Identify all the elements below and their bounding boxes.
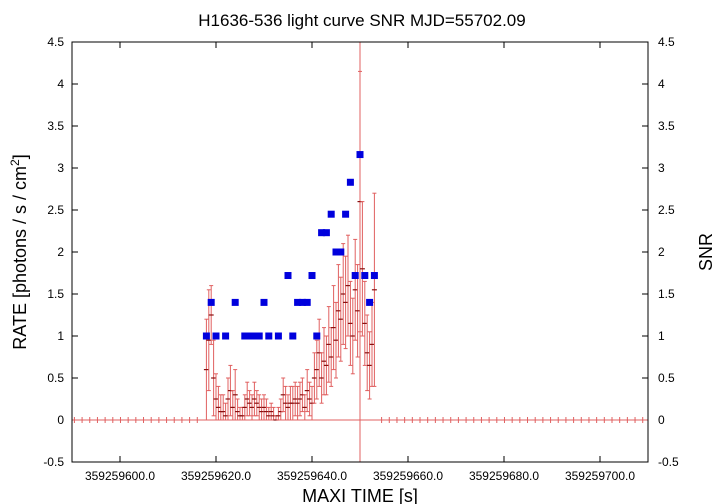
y2-tick-label: -0.5 (658, 455, 679, 469)
snr-point (255, 332, 263, 340)
snr-point (313, 332, 321, 340)
x-tick-label: 359259600.0 (85, 469, 155, 483)
snr-point (241, 332, 249, 340)
snr-point (346, 178, 354, 186)
x-tick-label: 359259700.0 (565, 469, 635, 483)
y2-tick-label: 1.5 (658, 287, 675, 301)
snr-point (289, 332, 297, 340)
y-tick-label: 1.5 (47, 287, 64, 301)
snr-point (202, 332, 210, 340)
y2-tick-label: 1 (658, 329, 665, 343)
y2-tick-label: 4 (658, 77, 665, 91)
snr-point (231, 298, 239, 306)
snr-point (207, 298, 215, 306)
snr-point (274, 332, 282, 340)
y-tick-label: 3 (57, 161, 64, 175)
y2-tick-label: 3.5 (658, 119, 675, 133)
snr-point (361, 272, 369, 280)
y2-tick-label: 4.5 (658, 35, 675, 49)
x-axis-label: MAXI TIME [s] (302, 486, 418, 504)
snr-point (327, 210, 335, 218)
snr-point (212, 332, 220, 340)
y-tick-label: 4 (57, 77, 64, 91)
tick-labels: -0.5 -0.5 0 0 0.5 0.5 1 1 1.5 1.5 2 2 2.5 2.5 3 3 3.5 3.5… (43, 35, 679, 483)
snr-point (284, 272, 292, 280)
y2-axis-label: SNR (696, 233, 716, 271)
y-tick-label: 4.5 (47, 35, 64, 49)
x-tick-label: 359259660.0 (373, 469, 443, 483)
y-tick-label: 1 (57, 329, 64, 343)
x-tick-label: 359259640.0 (277, 469, 347, 483)
y-tick-label: 0.5 (47, 371, 64, 385)
y2-tick-label: 0.5 (658, 371, 675, 385)
y-tick-label: -0.5 (43, 455, 64, 469)
snr-point (342, 210, 350, 218)
snr-point (366, 298, 374, 306)
y2-tick-label: 0 (658, 413, 665, 427)
snr-point (222, 332, 230, 340)
y-axis-label-sup: 2 (8, 159, 22, 166)
y2-tick-label: 2 (658, 245, 665, 259)
snr-point (332, 248, 340, 256)
snr-point (356, 151, 364, 159)
snr-point (322, 229, 330, 237)
y2-tick-label: 2.5 (658, 203, 675, 217)
plot-ticks (72, 41, 648, 463)
x-tick-label: 359259680.0 (469, 469, 539, 483)
chart-title: H1636-536 light curve SNR MJD=55702.09 (198, 11, 525, 30)
snr-point (303, 298, 311, 306)
y-axis-label: RATE [photons / s / cm2] (8, 154, 30, 349)
plot-frame (71, 41, 649, 463)
snr-point (308, 272, 316, 280)
snr-series (202, 151, 378, 340)
snr-point (370, 272, 378, 280)
snr-point (337, 248, 345, 256)
y-tick-label: 0 (57, 413, 64, 427)
snr-point (265, 332, 273, 340)
snr-point (250, 332, 258, 340)
y2-tick-label: 3 (658, 161, 665, 175)
y-axis-label-main: RATE [photons / s / cm (10, 166, 30, 350)
rate-series (72, 70, 648, 423)
y-axis-label-close: ] (10, 154, 30, 159)
snr-point (298, 298, 306, 306)
y-tick-label: 2.5 (47, 203, 64, 217)
x-tick-label: 359259620.0 (181, 469, 251, 483)
snr-point (260, 298, 268, 306)
snr-point (318, 229, 326, 237)
y-tick-label: 3.5 (47, 119, 64, 133)
snr-point (246, 332, 254, 340)
snr-point (351, 272, 359, 280)
y-tick-label: 2 (57, 245, 64, 259)
snr-point (294, 298, 302, 306)
